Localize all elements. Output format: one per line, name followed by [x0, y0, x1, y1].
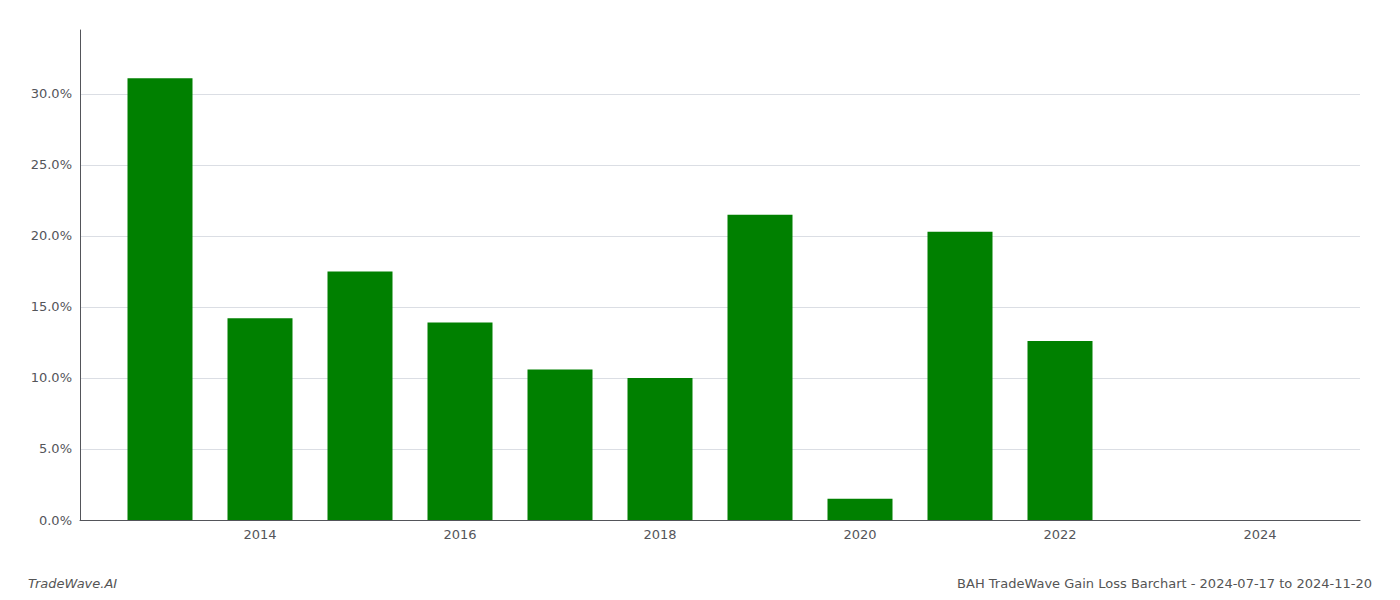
- svg-text:30.0%: 30.0%: [31, 86, 72, 101]
- svg-text:20.0%: 20.0%: [31, 228, 72, 243]
- svg-text:2024: 2024: [1243, 527, 1276, 542]
- svg-text:2018: 2018: [643, 527, 676, 542]
- svg-text:0.0%: 0.0%: [39, 513, 72, 528]
- svg-text:BAH TradeWave Gain Loss Barcha: BAH TradeWave Gain Loss Barchart - 2024-…: [957, 576, 1372, 591]
- svg-text:TradeWave.AI: TradeWave.AI: [28, 576, 117, 591]
- svg-text:2014: 2014: [243, 527, 276, 542]
- svg-text:10.0%: 10.0%: [31, 370, 72, 385]
- svg-text:2016: 2016: [443, 527, 476, 542]
- svg-text:2022: 2022: [1043, 527, 1076, 542]
- svg-text:5.0%: 5.0%: [39, 441, 72, 456]
- svg-text:25.0%: 25.0%: [31, 157, 72, 172]
- svg-text:2020: 2020: [843, 527, 876, 542]
- svg-text:15.0%: 15.0%: [31, 299, 72, 314]
